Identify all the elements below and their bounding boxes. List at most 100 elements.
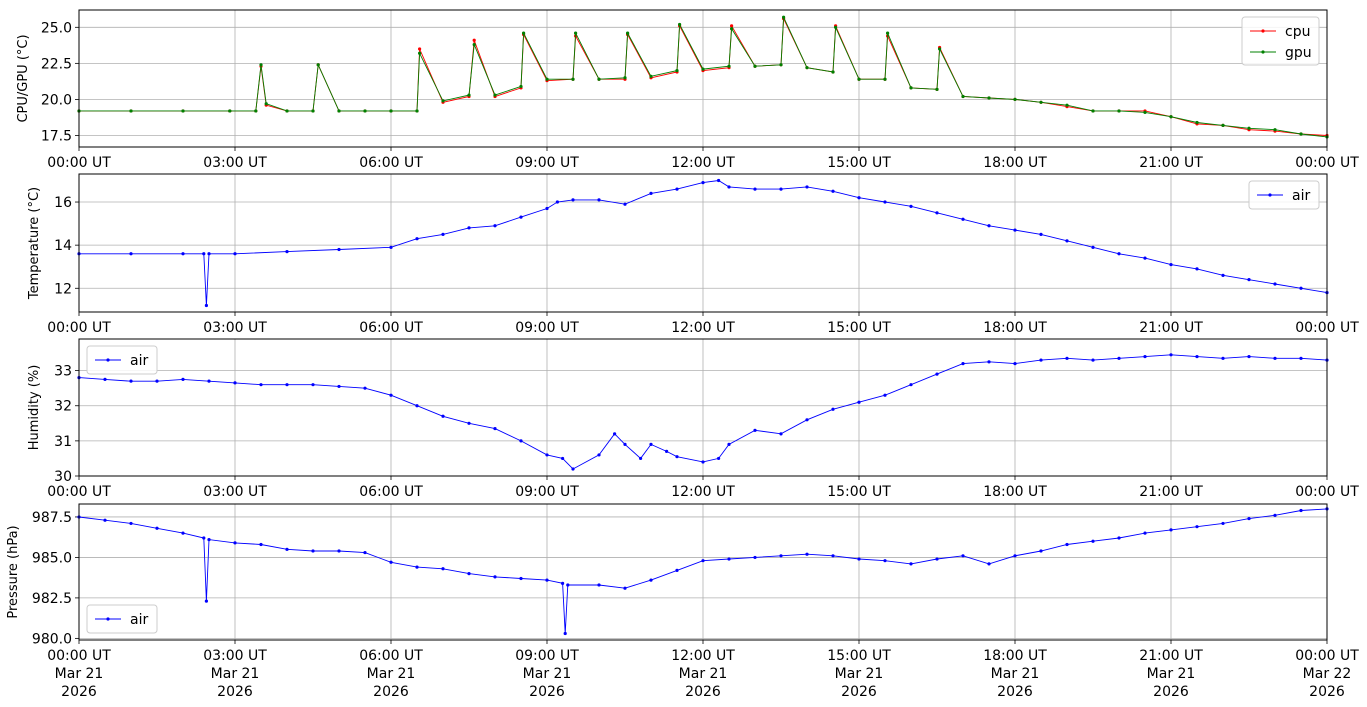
data-point bbox=[883, 77, 887, 81]
x-tick-label: 18:00 UT bbox=[983, 648, 1047, 664]
data-point bbox=[597, 583, 601, 587]
legend-marker bbox=[106, 617, 110, 621]
data-point bbox=[571, 77, 575, 81]
data-point bbox=[418, 47, 422, 51]
data-point bbox=[909, 86, 913, 90]
data-point bbox=[285, 383, 289, 387]
y-tick-label: 32 bbox=[54, 399, 72, 415]
legend: cpu gpu bbox=[1241, 16, 1320, 66]
data-point bbox=[1143, 354, 1147, 359]
data-point bbox=[389, 245, 393, 249]
data-point bbox=[727, 442, 731, 446]
x-tick-label: 12:00 UT bbox=[671, 320, 735, 336]
data-point bbox=[717, 178, 721, 183]
data-point bbox=[831, 407, 835, 411]
data-point bbox=[665, 449, 669, 454]
data-point bbox=[1195, 525, 1199, 529]
data-point bbox=[909, 204, 913, 208]
y-tick-label: 33 bbox=[54, 364, 72, 380]
data-point bbox=[1221, 273, 1225, 277]
x-date-label: Mar 21 bbox=[523, 666, 572, 682]
legend-label: air bbox=[130, 353, 148, 369]
x-tick-label: 00:00 UT bbox=[1295, 648, 1359, 664]
x-tick-label: 15:00 UT bbox=[827, 155, 891, 171]
x-tick-label: 21:00 UT bbox=[1139, 155, 1203, 171]
x-date-label: Mar 22 bbox=[1303, 666, 1352, 682]
data-point bbox=[1273, 282, 1277, 286]
data-point bbox=[202, 536, 206, 540]
data-point bbox=[1273, 128, 1277, 132]
chart-panel-3: 00:00 UT 03:00 UT 06:00 UT 09:00 UT 12:00 UT… bbox=[27, 338, 1359, 500]
data-point bbox=[1039, 100, 1043, 104]
data-point bbox=[129, 109, 133, 113]
y-tick-label: 16 bbox=[54, 195, 72, 211]
legend-marker bbox=[1261, 29, 1265, 33]
x-tick-label: 21:00 UT bbox=[1139, 648, 1203, 664]
x-tick-label: 12:00 UT bbox=[671, 648, 735, 664]
x-date-label: Mar 21 bbox=[55, 666, 104, 682]
data-point bbox=[1221, 356, 1225, 360]
x-tick-label: 15:00 UT bbox=[827, 484, 891, 500]
y-axis-label: Pressure (hPa) bbox=[6, 525, 21, 618]
data-point bbox=[935, 557, 939, 561]
data-point bbox=[805, 66, 809, 70]
data-point bbox=[779, 432, 783, 436]
x-year-label: 2026 bbox=[997, 684, 1033, 700]
data-point bbox=[316, 63, 320, 67]
data-point bbox=[753, 428, 757, 432]
data-point bbox=[285, 547, 289, 551]
data-point bbox=[1091, 358, 1095, 362]
series-line bbox=[79, 17, 1328, 138]
chart-panel-1: 00:00 UT 03:00 UT 06:00 UT 09:00 UT 12:00 UT… bbox=[16, 9, 1359, 171]
data-point bbox=[441, 567, 445, 571]
x-tick-label: 03:00 UT bbox=[203, 648, 267, 664]
data-point bbox=[129, 521, 133, 526]
x-tick-label: 15:00 UT bbox=[827, 320, 891, 336]
data-point bbox=[415, 565, 419, 569]
data-point bbox=[441, 99, 445, 103]
data-point bbox=[675, 68, 679, 73]
data-point bbox=[1169, 353, 1173, 357]
data-point bbox=[103, 377, 107, 381]
data-point bbox=[519, 215, 523, 219]
legend-label: air bbox=[130, 612, 148, 628]
data-point bbox=[202, 252, 206, 256]
data-point bbox=[987, 360, 991, 364]
legend-box bbox=[1248, 180, 1320, 210]
data-point bbox=[1013, 554, 1017, 558]
data-point bbox=[1247, 278, 1251, 282]
data-point bbox=[311, 549, 315, 553]
data-point bbox=[701, 67, 705, 71]
data-point bbox=[1143, 256, 1147, 260]
data-point bbox=[782, 15, 786, 19]
legend-marker bbox=[106, 358, 110, 362]
data-point bbox=[1247, 126, 1251, 130]
data-point bbox=[1221, 123, 1225, 127]
data-point bbox=[311, 383, 315, 387]
data-point bbox=[337, 247, 341, 252]
y-tick-label: 20.0 bbox=[41, 92, 72, 108]
data-point bbox=[1273, 513, 1277, 517]
legend-box bbox=[86, 345, 158, 375]
data-point bbox=[493, 426, 497, 431]
y-tick-label: 30 bbox=[54, 469, 72, 485]
data-point bbox=[566, 583, 570, 587]
data-point bbox=[204, 599, 208, 603]
legend-label: gpu bbox=[1285, 45, 1312, 61]
x-year-label: 2026 bbox=[841, 684, 877, 700]
data-point bbox=[1299, 286, 1303, 290]
data-point bbox=[730, 24, 734, 28]
y-axis-label: Temperature (°C) bbox=[27, 187, 42, 300]
data-point bbox=[779, 187, 783, 191]
series-air bbox=[77, 178, 1329, 308]
x-tick-label: 18:00 UT bbox=[983, 155, 1047, 171]
data-point bbox=[285, 250, 289, 254]
data-point bbox=[254, 109, 258, 113]
x-date-label: Mar 21 bbox=[1147, 666, 1196, 682]
data-point bbox=[886, 31, 890, 35]
data-point bbox=[909, 562, 913, 566]
x-tick-label: 18:00 UT bbox=[983, 484, 1047, 500]
data-point bbox=[1065, 103, 1069, 107]
x-tick-label: 06:00 UT bbox=[359, 648, 423, 664]
